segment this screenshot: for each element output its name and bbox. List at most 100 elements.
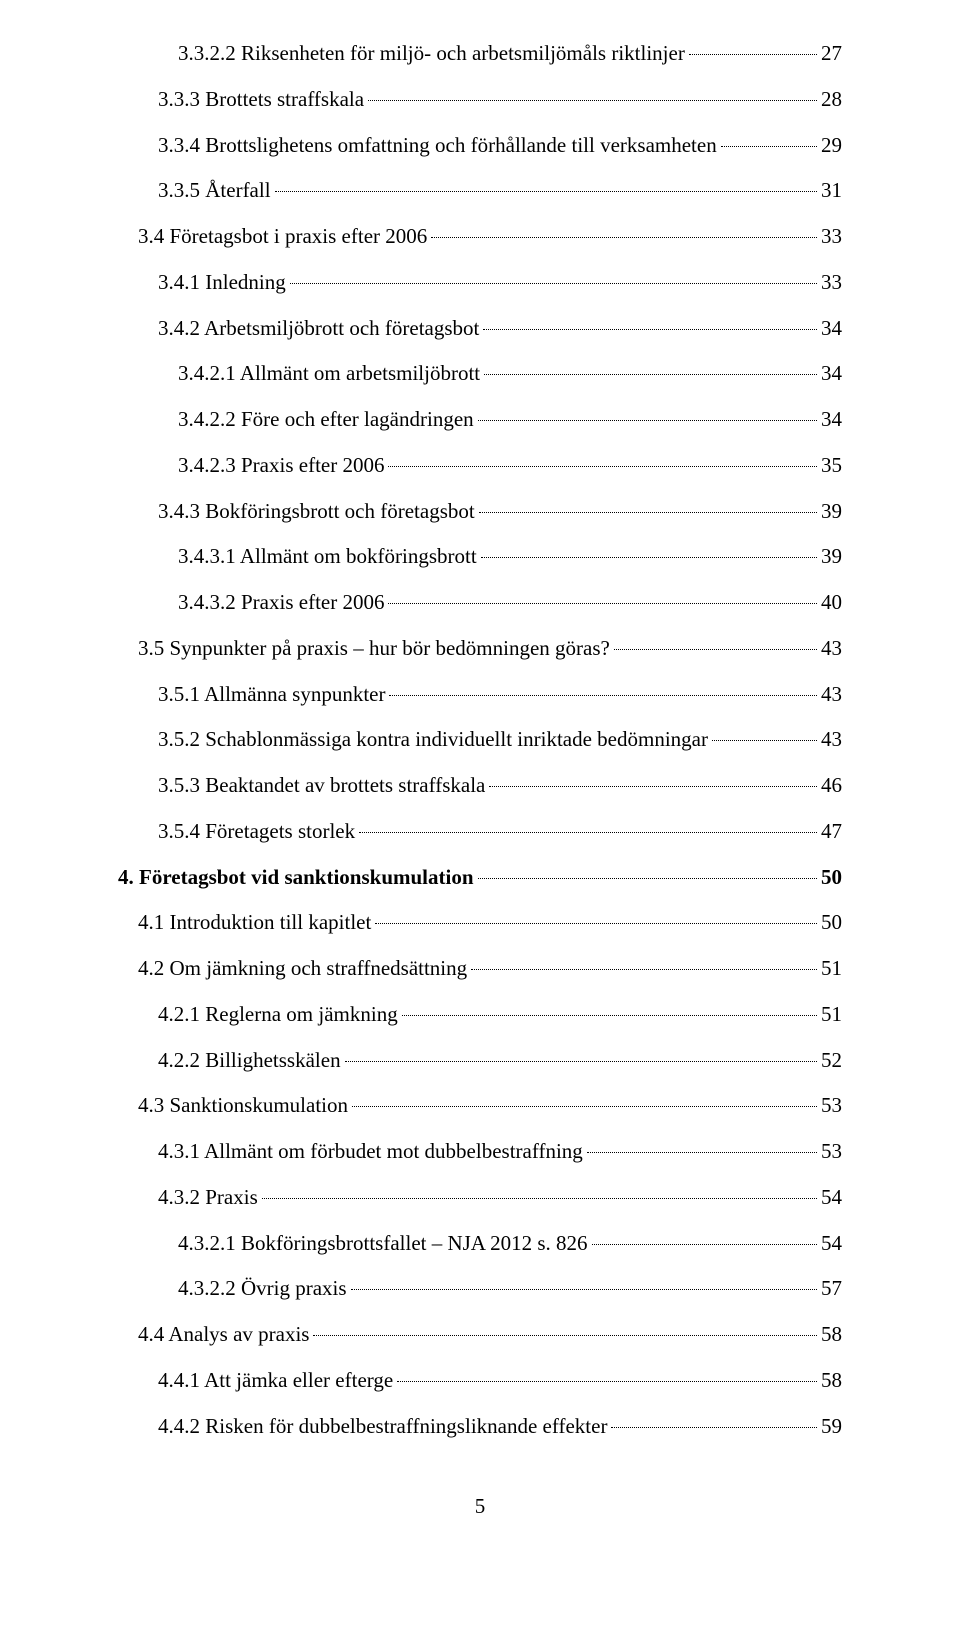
toc-entry: 3.4.3.2 Praxis efter 2006 40 (118, 589, 842, 615)
toc-entry-title: 3.5.2 Schablonmässiga kontra individuell… (158, 726, 708, 752)
toc-entry: 3.5.3 Beaktandet av brottets straffskala… (118, 772, 842, 798)
toc-entry-title: 3.4.2 Arbetsmiljöbrott och företagsbot (158, 315, 479, 341)
toc-entry-title: 3.3.2.2 Riksenheten för miljö- och arbet… (178, 40, 685, 66)
toc-entry-page: 53 (821, 1138, 842, 1164)
toc-entry: 4.2.1 Reglerna om jämkning 51 (118, 1001, 842, 1027)
toc-entry: 3.5.1 Allmänna synpunkter 43 (118, 681, 842, 707)
toc-entry-page: 40 (821, 589, 842, 615)
toc-entry-page: 29 (821, 132, 842, 158)
toc-entry-title: 3.4.3 Bokföringsbrott och företagsbot (158, 498, 475, 524)
toc-leader (275, 191, 817, 192)
toc-entry: 4.3.2 Praxis 54 (118, 1184, 842, 1210)
toc-leader (389, 695, 817, 696)
toc-entry: 4.3.2.2 Övrig praxis 57 (118, 1275, 842, 1301)
toc-entry-page: 43 (821, 681, 842, 707)
toc-entry-title: 4.3.2.2 Övrig praxis (178, 1275, 347, 1301)
toc-entry-page: 46 (821, 772, 842, 798)
toc-leader (614, 649, 817, 650)
toc-entry-title: 3.5.1 Allmänna synpunkter (158, 681, 385, 707)
toc-leader (592, 1244, 818, 1245)
toc-entry: 4.1 Introduktion till kapitlet 50 (118, 909, 842, 935)
toc-entry: 3.3.5 Återfall31 (118, 177, 842, 203)
toc-leader (478, 878, 817, 879)
toc-entry: 3.4 Företagsbot i praxis efter 200633 (118, 223, 842, 249)
document-page: 3.3.2.2 Riksenheten för miljö- och arbet… (0, 0, 960, 1626)
toc-entry-page: 43 (821, 635, 842, 661)
toc-entry: 3.4.1 Inledning 33 (118, 269, 842, 295)
toc-entry-page: 34 (821, 315, 842, 341)
toc-entry-title: 4.3 Sanktionskumulation (138, 1092, 348, 1118)
toc-entry-page: 28 (821, 86, 842, 112)
toc-entry-page: 53 (821, 1092, 842, 1118)
toc-leader (431, 237, 817, 238)
toc-entry-title: 3.3.4 Brottslighetens omfattning och för… (158, 132, 717, 158)
toc-leader (689, 54, 817, 55)
toc-entry: 4.2 Om jämkning och straffnedsättning 51 (118, 955, 842, 981)
toc-leader (368, 100, 817, 101)
toc-entry-page: 39 (821, 543, 842, 569)
toc-entry: 3.4.2.1 Allmänt om arbetsmiljöbrott 34 (118, 360, 842, 386)
toc-entry-title: 3.3.3 Brottets straffskala (158, 86, 364, 112)
toc-leader (313, 1335, 817, 1336)
toc-leader (484, 374, 817, 375)
toc-entry-page: 58 (821, 1321, 842, 1347)
toc-entry: 4.4.2 Risken för dubbelbestraffningslikn… (118, 1413, 842, 1439)
toc-entry-page: 54 (821, 1230, 842, 1256)
toc-entry-title: 3.4.3.1 Allmänt om bokföringsbrott (178, 543, 477, 569)
toc-entry-title: 4.2.1 Reglerna om jämkning (158, 1001, 398, 1027)
toc-entry-page: 51 (821, 955, 842, 981)
toc-entry-title: 4.3.2.1 Bokföringsbrottsfallet – NJA 201… (178, 1230, 588, 1256)
toc-entry-page: 34 (821, 360, 842, 386)
toc-entry-page: 43 (821, 726, 842, 752)
toc-entry-title: 3.5 Synpunkter på praxis – hur bör bedöm… (138, 635, 610, 661)
toc-leader (479, 512, 817, 513)
toc-entry-page: 54 (821, 1184, 842, 1210)
toc-entry: 4.4 Analys av praxis58 (118, 1321, 842, 1347)
toc-entry: 3.5.4 Företagets storlek 47 (118, 818, 842, 844)
toc-leader (397, 1381, 817, 1382)
toc-leader (712, 740, 817, 741)
toc-entry-page: 58 (821, 1367, 842, 1393)
toc-entry-title: 4.1 Introduktion till kapitlet (138, 909, 371, 935)
toc-leader (471, 969, 817, 970)
toc-leader (489, 786, 817, 787)
table-of-contents: 3.3.2.2 Riksenheten för miljö- och arbet… (118, 40, 842, 1439)
toc-entry-title: 3.4.3.2 Praxis efter 2006 (178, 589, 384, 615)
toc-entry-page: 31 (821, 177, 842, 203)
toc-entry: 3.4.3.1 Allmänt om bokföringsbrott 39 (118, 543, 842, 569)
toc-entry-page: 59 (821, 1413, 842, 1439)
toc-entry-title: 3.5.3 Beaktandet av brottets straffskala (158, 772, 485, 798)
toc-entry-page: 50 (821, 909, 842, 935)
toc-entry-title: 4.2 Om jämkning och straffnedsättning (138, 955, 467, 981)
toc-entry: 4.4.1 Att jämka eller efterge58 (118, 1367, 842, 1393)
toc-entry-title: 3.4.2.1 Allmänt om arbetsmiljöbrott (178, 360, 480, 386)
toc-entry-title: 4.3.2 Praxis (158, 1184, 258, 1210)
toc-entry-page: 39 (821, 498, 842, 524)
toc-leader (352, 1106, 817, 1107)
toc-leader (402, 1015, 817, 1016)
toc-leader (290, 283, 817, 284)
toc-leader (345, 1061, 817, 1062)
page-number: 5 (118, 1494, 842, 1519)
toc-entry-page: 33 (821, 223, 842, 249)
toc-entry: 3.4.2.3 Praxis efter 200635 (118, 452, 842, 478)
toc-leader (388, 466, 817, 467)
toc-entry-page: 51 (821, 1001, 842, 1027)
toc-leader (587, 1152, 817, 1153)
toc-entry-page: 52 (821, 1047, 842, 1073)
toc-entry: 4.3.1 Allmänt om förbudet mot dubbelbest… (118, 1138, 842, 1164)
toc-entry-title: 3.5.4 Företagets storlek (158, 818, 355, 844)
toc-entry-page: 47 (821, 818, 842, 844)
toc-entry: 3.5.2 Schablonmässiga kontra individuell… (118, 726, 842, 752)
toc-leader (721, 146, 817, 147)
toc-entry: 4.3.2.1 Bokföringsbrottsfallet – NJA 201… (118, 1230, 842, 1256)
toc-entry-page: 27 (821, 40, 842, 66)
toc-entry: 3.5 Synpunkter på praxis – hur bör bedöm… (118, 635, 842, 661)
toc-entry-page: 33 (821, 269, 842, 295)
toc-entry-page: 57 (821, 1275, 842, 1301)
toc-leader (262, 1198, 817, 1199)
toc-entry: 3.4.2.2 Före och efter lagändringen34 (118, 406, 842, 432)
toc-entry-title: 3.4.1 Inledning (158, 269, 286, 295)
toc-entry-title: 4.3.1 Allmänt om förbudet mot dubbelbest… (158, 1138, 583, 1164)
toc-leader (478, 420, 817, 421)
